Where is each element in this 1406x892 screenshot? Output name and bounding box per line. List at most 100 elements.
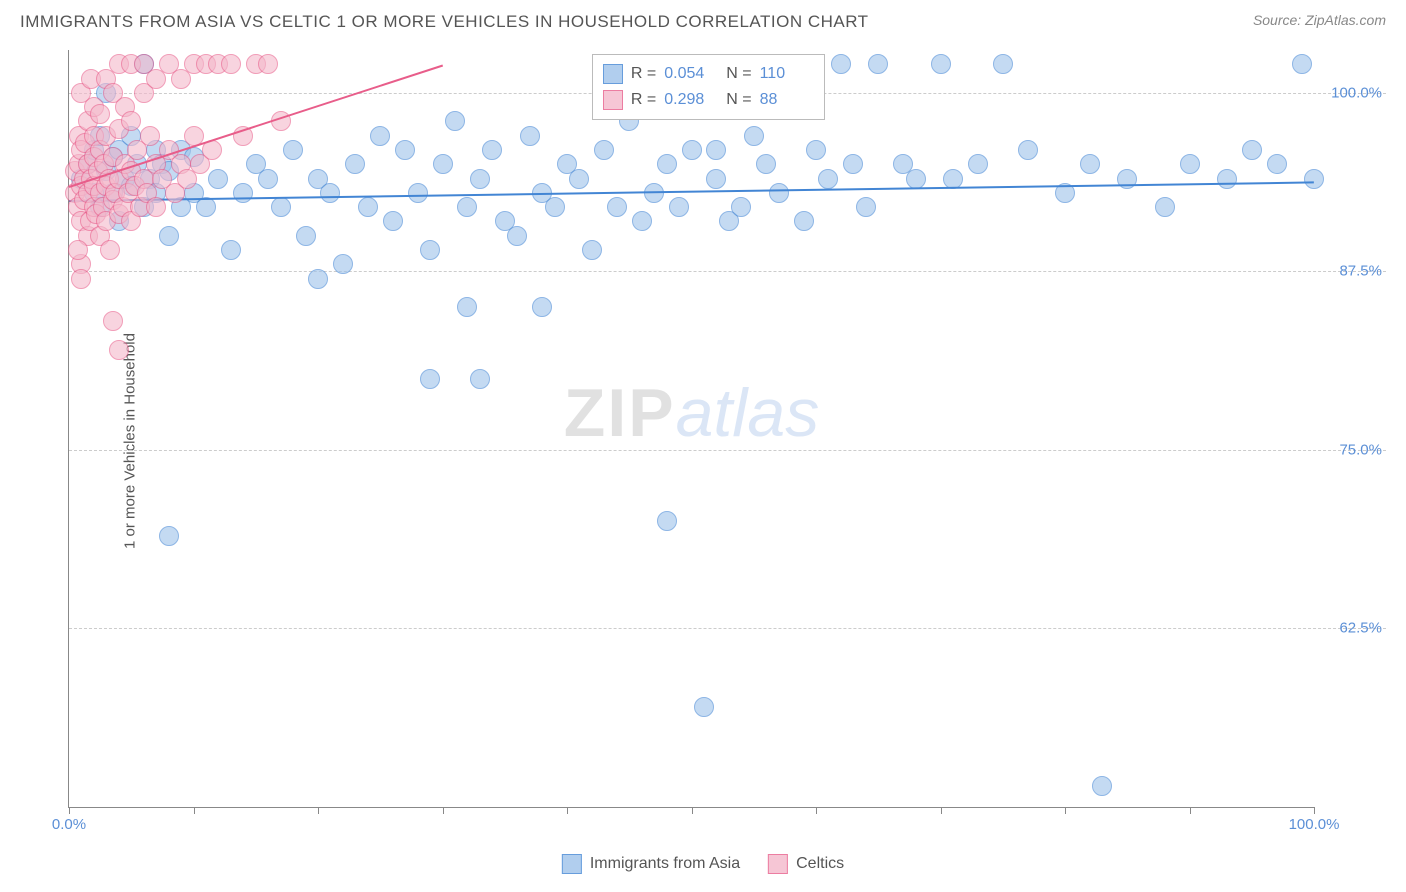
scatter-point [420, 240, 440, 260]
scatter-point [856, 197, 876, 217]
scatter-point [296, 226, 316, 246]
y-tick-label: 87.5% [1339, 263, 1382, 280]
scatter-point [1292, 54, 1312, 74]
scatter-point [906, 169, 926, 189]
scatter-point [943, 169, 963, 189]
stat-r-label: R = [631, 91, 656, 109]
stat-n-label: N = [726, 91, 751, 109]
legend-label-asia: Immigrants from Asia [590, 855, 740, 873]
legend-label-celtics: Celtics [796, 855, 844, 873]
stat-n-value: 110 [760, 65, 814, 83]
scatter-point [520, 126, 540, 146]
x-tick [194, 807, 195, 814]
scatter-point [68, 240, 88, 260]
stats-legend-row: R =0.054N =110 [603, 61, 814, 87]
gridline [69, 271, 1386, 272]
scatter-point [657, 154, 677, 174]
scatter-point [694, 697, 714, 717]
scatter-point [532, 297, 552, 317]
scatter-point [103, 311, 123, 331]
scatter-point [756, 154, 776, 174]
scatter-point [545, 197, 565, 217]
scatter-point [582, 240, 602, 260]
x-tick [443, 807, 444, 814]
scatter-point [370, 126, 390, 146]
scatter-point [208, 169, 228, 189]
scatter-point [818, 169, 838, 189]
chart-container: 1 or more Vehicles in Household ZIPatlas… [50, 50, 1386, 832]
x-tick [816, 807, 817, 814]
stats-legend: R =0.054N =110R =0.298N =88 [592, 54, 825, 120]
scatter-point [283, 140, 303, 160]
x-tick-label: 100.0% [1289, 816, 1340, 833]
scatter-point [831, 54, 851, 74]
scatter-point [333, 254, 353, 274]
x-tick [69, 807, 70, 814]
legend-swatch-asia [562, 854, 582, 874]
scatter-point [868, 54, 888, 74]
stat-r-label: R = [631, 65, 656, 83]
scatter-point [657, 511, 677, 531]
scatter-point [345, 154, 365, 174]
scatter-point [320, 183, 340, 203]
scatter-point [258, 169, 278, 189]
scatter-point [1180, 154, 1200, 174]
scatter-point [769, 183, 789, 203]
scatter-point [457, 297, 477, 317]
scatter-point [140, 126, 160, 146]
x-tick [567, 807, 568, 814]
scatter-point [308, 269, 328, 289]
x-tick [1065, 807, 1066, 814]
scatter-point [420, 369, 440, 389]
scatter-point [457, 197, 477, 217]
scatter-point [196, 197, 216, 217]
x-tick [692, 807, 693, 814]
plot-area: ZIPatlas 62.5%75.0%87.5%100.0%0.0%100.0%… [68, 50, 1314, 808]
scatter-point [993, 54, 1013, 74]
stat-r-value: 0.298 [664, 91, 718, 109]
scatter-point [682, 140, 702, 160]
scatter-point [358, 197, 378, 217]
scatter-point [1092, 776, 1112, 796]
stat-n-value: 88 [760, 91, 814, 109]
scatter-point [968, 154, 988, 174]
scatter-point [1018, 140, 1038, 160]
scatter-point [669, 197, 689, 217]
scatter-point [507, 226, 527, 246]
x-tick [941, 807, 942, 814]
scatter-point [470, 369, 490, 389]
scatter-point [408, 183, 428, 203]
source-attribution: Source: ZipAtlas.com [1253, 12, 1386, 28]
chart-title: IMMIGRANTS FROM ASIA VS CELTIC 1 OR MORE… [20, 12, 869, 32]
legend-swatch [603, 90, 623, 110]
x-tick [1190, 807, 1191, 814]
gridline [69, 628, 1386, 629]
scatter-point [744, 126, 764, 146]
scatter-point [470, 169, 490, 189]
scatter-point [109, 340, 129, 360]
scatter-point [1155, 197, 1175, 217]
scatter-point [71, 269, 91, 289]
scatter-point [146, 197, 166, 217]
scatter-point [221, 54, 241, 74]
scatter-point [1267, 154, 1287, 174]
scatter-point [594, 140, 614, 160]
stats-legend-row: R = 0.298 N = 88 [603, 87, 814, 113]
scatter-point [607, 197, 627, 217]
scatter-point [100, 240, 120, 260]
scatter-point [233, 183, 253, 203]
stat-n-label: N = [726, 65, 751, 83]
scatter-point [221, 240, 241, 260]
x-tick [318, 807, 319, 814]
bottom-legend: Immigrants from Asia Celtics [562, 854, 844, 874]
scatter-point [632, 211, 652, 231]
y-tick-label: 75.0% [1339, 441, 1382, 458]
x-tick-label: 0.0% [52, 816, 86, 833]
legend-swatch-celtics [768, 854, 788, 874]
legend-swatch [603, 64, 623, 84]
scatter-point [271, 197, 291, 217]
scatter-point [731, 197, 751, 217]
legend-item-asia: Immigrants from Asia [562, 854, 740, 874]
scatter-point [1242, 140, 1262, 160]
scatter-point [706, 140, 726, 160]
